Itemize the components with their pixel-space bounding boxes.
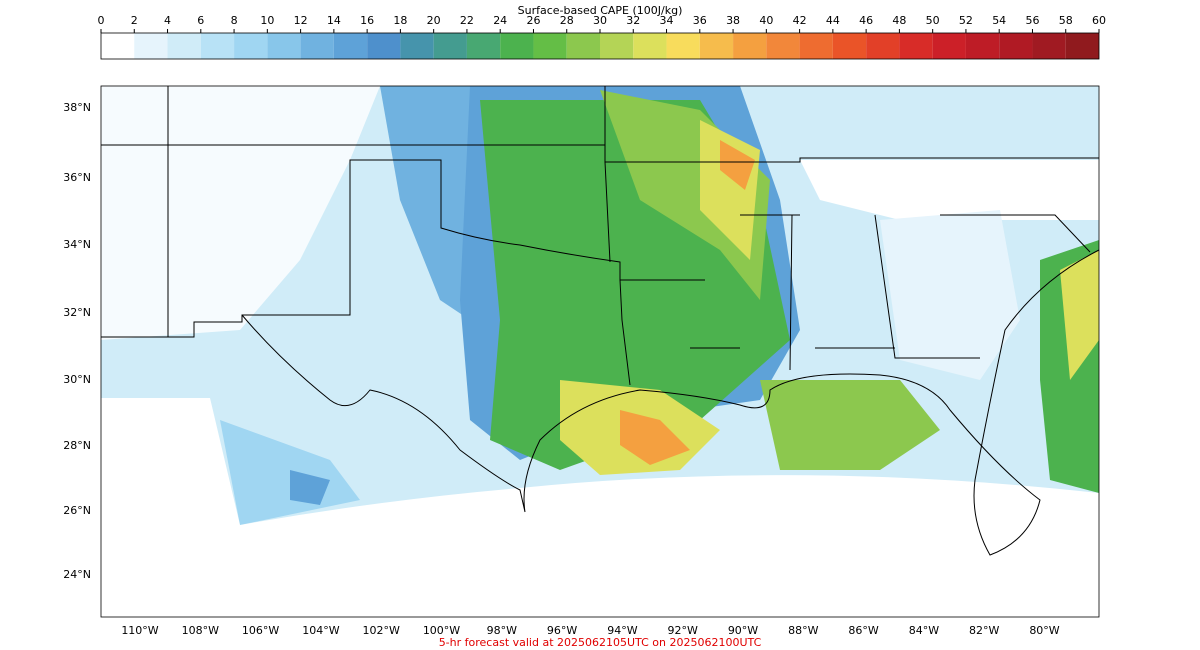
tick-label: 42	[793, 14, 807, 27]
lon-labels: 110°W 108°W 106°W 104°W 102°W 100°W 98°W 96°W 94…	[121, 624, 1059, 637]
lon-label: 82°W	[969, 624, 999, 637]
tick-label: 44	[826, 14, 840, 27]
lat-label: 32°N	[63, 306, 91, 319]
color-segment	[466, 33, 501, 59]
lon-label: 102°W	[363, 624, 400, 637]
tick-label: 36	[693, 14, 707, 27]
tick-label: 18	[393, 14, 407, 27]
color-segment	[999, 33, 1033, 59]
lon-label: 96°W	[547, 624, 577, 637]
color-segment	[333, 33, 368, 59]
color-segment	[965, 33, 1000, 59]
lon-label: 94°W	[607, 624, 637, 637]
color-segment	[234, 33, 268, 59]
tick-label: 22	[460, 14, 474, 27]
lat-label: 24°N	[63, 568, 91, 581]
lon-label: 86°W	[848, 624, 878, 637]
color-segment	[200, 33, 235, 59]
tick-label: 54	[992, 14, 1006, 27]
color-segment	[799, 33, 833, 59]
tick-label: 56	[1025, 14, 1039, 27]
tick-label: 0	[98, 14, 105, 27]
lat-label: 30°N	[63, 373, 91, 386]
lon-label: 98°W	[487, 624, 517, 637]
color-segment	[167, 33, 201, 59]
color-segment	[134, 33, 168, 59]
lat-label: 38°N	[63, 101, 91, 114]
tick-label: 14	[327, 14, 341, 27]
tick-label: 30	[593, 14, 607, 27]
color-segment	[600, 33, 634, 59]
lat-label: 36°N	[63, 171, 91, 184]
color-segment	[566, 33, 600, 59]
tick-label: 52	[959, 14, 973, 27]
tick-label: 24	[493, 14, 507, 27]
lon-label: 106°W	[242, 624, 279, 637]
color-segment	[500, 33, 534, 59]
lon-label: 84°W	[909, 624, 939, 637]
color-segment	[367, 33, 401, 59]
lon-label: 90°W	[728, 624, 758, 637]
lat-labels: 38°N 36°N 34°N 32°N 30°N 28°N 26°N 24°N	[63, 101, 91, 581]
color-segment	[1065, 33, 1099, 59]
colorbar-frame	[100, 32, 1100, 60]
tick-label: 34	[660, 14, 674, 27]
lon-label: 92°W	[668, 624, 698, 637]
boundaries	[101, 86, 1100, 556]
tick-label: 20	[427, 14, 441, 27]
lat-label: 34°N	[63, 238, 91, 251]
color-segment	[866, 33, 900, 59]
color-segment	[1032, 33, 1066, 59]
color-segment	[832, 33, 867, 59]
color-segment	[699, 33, 734, 59]
tick-label: 58	[1059, 14, 1073, 27]
tick-label: 50	[926, 14, 940, 27]
color-segment	[932, 33, 966, 59]
color-segment	[766, 33, 800, 59]
lon-label: 80°W	[1029, 624, 1059, 637]
color-segment	[101, 33, 135, 59]
color-segment	[633, 33, 667, 59]
tick-label: 8	[231, 14, 238, 27]
lon-label: 110°W	[121, 624, 158, 637]
cape-field	[101, 86, 1099, 525]
lat-label: 28°N	[63, 439, 91, 452]
tick-label: 10	[260, 14, 274, 27]
lon-label: 100°W	[423, 624, 460, 637]
lat-label: 26°N	[63, 504, 91, 517]
tick-label: 26	[526, 14, 540, 27]
color-segment	[533, 33, 567, 59]
colorbar: 0 2 4 6 8 10 12 14 16 18 20 22 24 26 28 30 32 34 36 38 40 42 4…	[98, 14, 1106, 59]
color-segment	[666, 33, 700, 59]
tick-label: 28	[560, 14, 574, 27]
tick-label: 2	[131, 14, 138, 27]
color-segment	[899, 33, 933, 59]
tick-label: 48	[892, 14, 906, 27]
color-segment	[400, 33, 434, 59]
tick-label: 46	[859, 14, 873, 27]
tick-label: 16	[360, 14, 374, 27]
lon-label: 104°W	[302, 624, 339, 637]
colorbar-title: Surface-based CAPE (100J/kg)	[518, 4, 683, 17]
map-frame	[100, 85, 1100, 618]
tick-label: 38	[726, 14, 740, 27]
tick-label: 40	[759, 14, 773, 27]
color-segment	[733, 33, 767, 59]
footer: 5-hr forecast valid at 2025062105UTC on …	[439, 636, 762, 649]
color-segment	[300, 33, 334, 59]
lon-label: 88°W	[788, 624, 818, 637]
tick-label: 6	[197, 14, 204, 27]
tick-label: 4	[164, 14, 171, 27]
tick-label: 12	[294, 14, 308, 27]
color-segment	[267, 33, 301, 59]
lon-label: 108°W	[182, 624, 219, 637]
tick-label: 32	[626, 14, 640, 27]
color-segment	[433, 33, 467, 59]
tick-label: 60	[1092, 14, 1106, 27]
